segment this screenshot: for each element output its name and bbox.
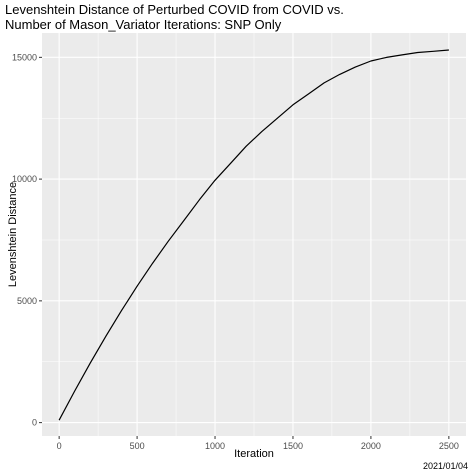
- y-tick-label: 5000: [17, 296, 37, 306]
- x-axis-label: Iteration: [234, 448, 274, 460]
- chart-title-line-2: Number of Mason_Variator Iterations: SNP…: [5, 17, 282, 32]
- x-axis: 0 500 1000 1500 2000 2500: [57, 436, 459, 451]
- y-axis: 0 5000 10000 15000: [12, 52, 42, 428]
- x-tick-label: 1500: [283, 441, 303, 451]
- chart-caption: 2021/01/04: [422, 461, 468, 471]
- x-tick-label: 500: [130, 441, 145, 451]
- series-line: [58, 49, 449, 421]
- major-gridlines: [42, 33, 466, 436]
- x-tick-label: 2000: [361, 441, 381, 451]
- chart-title-line-1: Levenshtein Distance of Perturbed COVID …: [5, 2, 344, 17]
- y-tick-label: 10000: [12, 174, 37, 184]
- y-tick-label: 0: [32, 418, 37, 428]
- y-axis-label: Levenshtein Distance: [7, 182, 19, 287]
- x-tick-label: 0: [57, 441, 62, 451]
- series-group: [58, 49, 449, 421]
- minor-gridlines: [42, 33, 466, 436]
- x-tick-label: 1000: [205, 441, 225, 451]
- y-tick-label: 15000: [12, 52, 37, 62]
- x-tick-label: 2500: [439, 441, 459, 451]
